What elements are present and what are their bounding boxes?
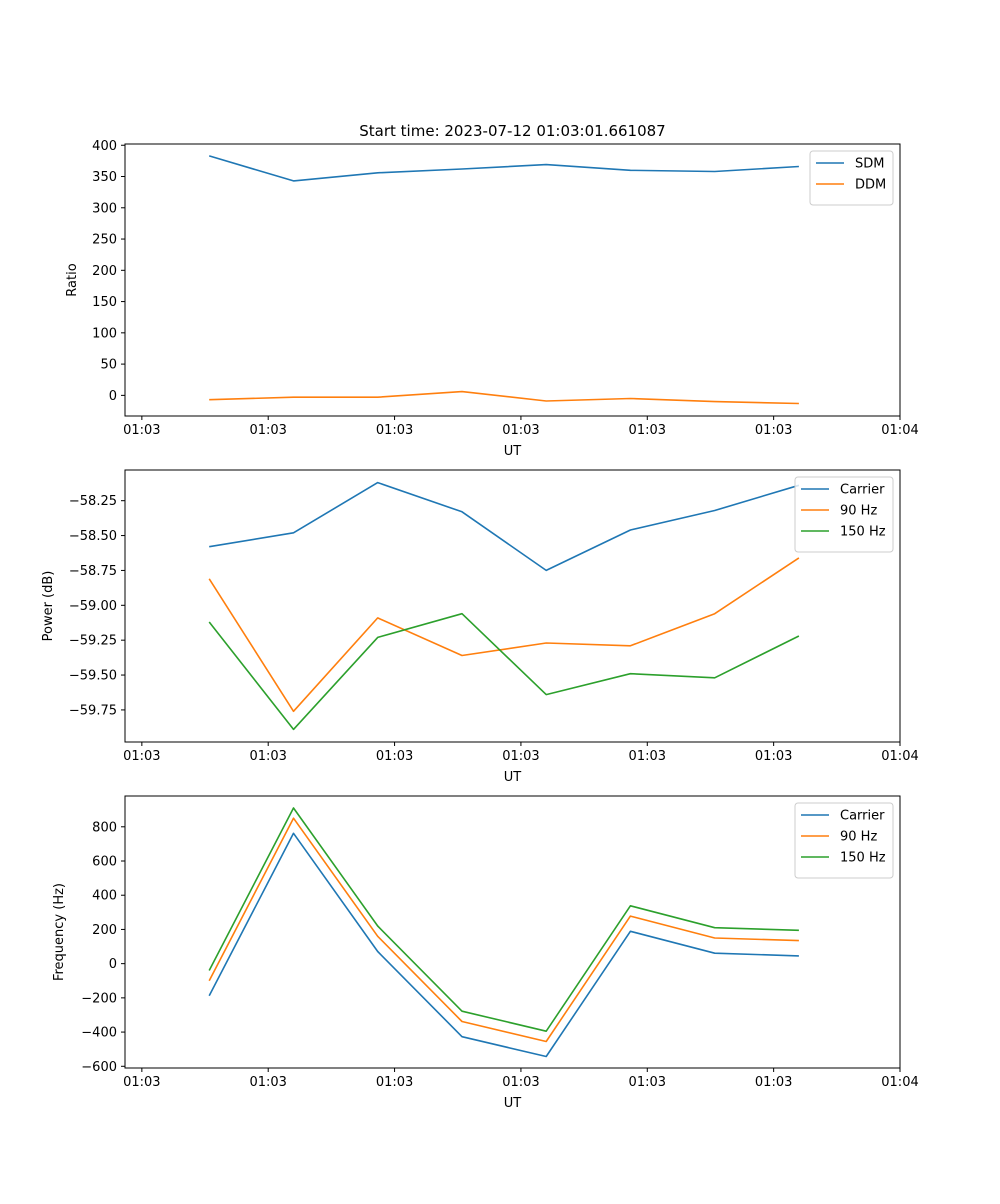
x-tick-label: 01:03 <box>755 423 792 438</box>
y-tick-label: 350 <box>92 170 117 185</box>
y-tick-label: −59.50 <box>69 669 117 684</box>
legend: SDM DDM <box>809 150 894 206</box>
axes-frame <box>124 469 901 743</box>
y-tick-label: −58.50 <box>69 529 117 544</box>
y-tick-label: 400 <box>92 889 117 904</box>
x-tick-label: 01:03 <box>123 1075 160 1090</box>
figure-title: Start time: 2023-07-12 01:03:01.661087 <box>359 122 665 140</box>
series-line-90-hz <box>208 557 800 713</box>
y-tick-label: 150 <box>92 295 117 310</box>
subplot-1: 01:03 01:03 01:03 01:03 01:03 01:03 01:04 0 50 10… <box>65 139 919 459</box>
y-tick-label: −200 <box>81 991 117 1006</box>
y-tick-label: −59.00 <box>69 599 117 614</box>
x-tick-label: 01:03 <box>755 749 792 764</box>
y-tick-label: 800 <box>92 820 117 835</box>
x-tick-label: 01:03 <box>629 1075 666 1090</box>
y-tick-label: 600 <box>92 855 117 870</box>
x-tick-label: 01:03 <box>376 423 413 438</box>
legend-label: Carrier <box>840 809 885 824</box>
y-tick-label: 300 <box>92 201 117 216</box>
legend: Carrier 90 Hz 150 Hz <box>794 476 894 553</box>
legend-box <box>809 150 894 206</box>
legend-label: 90 Hz <box>840 830 877 845</box>
x-tick-label: 01:03 <box>249 1075 286 1090</box>
x-tick-label: 01:03 <box>123 423 160 438</box>
subplot-3: 01:03 01:03 01:03 01:03 01:03 01:03 01:04 −600 −… <box>52 795 919 1111</box>
series-line-sdm <box>208 155 799 182</box>
y-axis-label: Ratio <box>65 263 80 296</box>
series-line-ddm <box>209 390 799 405</box>
y-tick-label: −59.25 <box>69 634 117 649</box>
legend-label: DDM <box>855 178 886 193</box>
x-tick-label: 01:03 <box>502 423 539 438</box>
y-tick-label: −58.25 <box>69 494 117 509</box>
y-tick-label: 400 <box>92 139 117 154</box>
x-tick-label: 01:04 <box>881 1075 918 1090</box>
legend-label: Carrier <box>840 483 885 498</box>
y-tick-label: −600 <box>81 1060 117 1075</box>
legend-box <box>794 802 894 879</box>
y-axis-label: Frequency (Hz) <box>52 883 67 981</box>
x-axis-label: UT <box>504 444 522 459</box>
x-tick-label: 01:03 <box>249 423 286 438</box>
y-tick-label: 100 <box>92 326 117 341</box>
x-tick-label: 01:03 <box>629 423 666 438</box>
legend-box <box>794 476 894 553</box>
y-axis-label: Power (dB) <box>41 571 56 642</box>
axes-frame <box>124 795 901 1069</box>
series-line-150-hz <box>208 807 799 1032</box>
series-line-150-hz <box>208 612 800 731</box>
series-line-carrier <box>209 481 800 572</box>
y-tick-label: 50 <box>100 358 117 373</box>
series-line-90-hz <box>208 817 799 1043</box>
series-line-carrier <box>208 832 799 1058</box>
y-tick-label: 0 <box>109 957 117 972</box>
legend-label: SDM <box>855 157 884 172</box>
y-tick-label: 200 <box>92 923 117 938</box>
x-tick-label: 01:03 <box>502 749 539 764</box>
subplot-2: 01:03 01:03 01:03 01:03 01:03 01:03 01:04 −59.7… <box>41 469 919 785</box>
y-tick-label: −59.75 <box>69 703 117 718</box>
x-tick-label: 01:03 <box>376 749 413 764</box>
x-tick-label: 01:04 <box>881 749 918 764</box>
axes-frame <box>124 143 901 417</box>
x-tick-label: 01:03 <box>629 749 666 764</box>
y-tick-label: 0 <box>109 389 117 404</box>
y-tick-label: −58.75 <box>69 564 117 579</box>
x-tick-label: 01:03 <box>376 1075 413 1090</box>
legend-label: 150 Hz <box>840 525 886 540</box>
y-tick-label: −400 <box>81 1026 117 1041</box>
y-tick-label: 250 <box>92 233 117 248</box>
y-tick-label: 200 <box>92 264 117 279</box>
x-axis-label: UT <box>504 1096 522 1111</box>
x-tick-label: 01:03 <box>249 749 286 764</box>
x-tick-label: 01:03 <box>123 749 160 764</box>
x-tick-label: 01:03 <box>755 1075 792 1090</box>
x-tick-label: 01:03 <box>502 1075 539 1090</box>
legend-label: 90 Hz <box>840 504 877 519</box>
legend: Carrier 90 Hz 150 Hz <box>794 802 894 879</box>
legend-label: 150 Hz <box>840 851 886 866</box>
x-axis-label: UT <box>504 770 522 785</box>
x-tick-label: 01:04 <box>881 423 918 438</box>
